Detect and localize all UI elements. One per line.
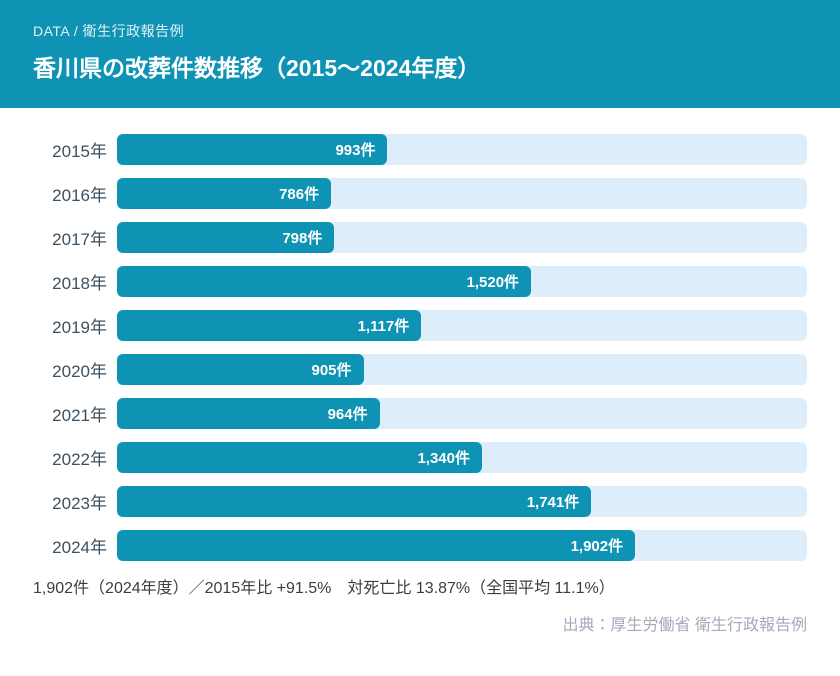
year-label: 2020年 <box>52 362 107 381</box>
bar-value-label: 1,340件 <box>417 450 470 467</box>
bar-track: 1,902件 <box>117 530 807 561</box>
chart-row: 2015年 993件 <box>33 134 807 165</box>
bar: 1,520件 <box>117 266 532 297</box>
bar: 1,902件 <box>117 530 636 561</box>
bar-value-label: 964件 <box>327 406 368 423</box>
bar-track: 786件 <box>117 178 807 209</box>
chart-row: 2022年 1,340件 <box>33 442 807 473</box>
bar: 1,340件 <box>117 442 482 473</box>
bar-track: 798件 <box>117 222 807 253</box>
year-label: 2016年 <box>52 186 107 205</box>
breadcrumb: DATA / 衛生行政報告例 <box>33 23 185 39</box>
bar: 993件 <box>117 134 388 165</box>
summary-stats: 1,902件（2024年度）／2015年比 +91.5% 対死亡比 13.87%… <box>33 580 615 597</box>
bar: 964件 <box>117 398 380 429</box>
chart-row: 2023年 1,741件 <box>33 486 807 517</box>
year-label: 2023年 <box>52 494 107 513</box>
year-label: 2018年 <box>52 274 107 293</box>
chart-row: 2020年 905件 <box>33 354 807 385</box>
bar-chart: 2015年 993件 2016年 786件 2017年 798件 2018年 1… <box>0 108 840 561</box>
bar-value-label: 905件 <box>311 362 352 379</box>
year-label: 2021年 <box>52 406 107 425</box>
chart-row: 2021年 964件 <box>33 398 807 429</box>
bar-value-label: 798件 <box>282 230 323 247</box>
bar: 786件 <box>117 178 332 209</box>
chart-row: 2024年 1,902件 <box>33 530 807 561</box>
bar-track: 964件 <box>117 398 807 429</box>
year-label: 2024年 <box>52 538 107 557</box>
bar-value-label: 1,741件 <box>526 494 580 511</box>
bar-track: 1,520件 <box>117 266 807 297</box>
bar-track: 993件 <box>117 134 807 165</box>
source-credit: 出典：厚生労働省 衛生行政報告例 <box>562 617 807 634</box>
bar: 798件 <box>117 222 335 253</box>
bar: 905件 <box>117 354 364 385</box>
header: DATA / 衛生行政報告例 香川県の改葬件数推移（2015～2024年度） <box>0 0 840 108</box>
chart-row: 2018年 1,520件 <box>33 266 807 297</box>
bar-value-label: 993件 <box>335 142 376 159</box>
bar: 1,741件 <box>117 486 592 517</box>
bar: 1,117件 <box>117 310 422 341</box>
bar-track: 1,340件 <box>117 442 807 473</box>
year-label: 2019年 <box>52 318 107 337</box>
chart-row: 2017年 798件 <box>33 222 807 253</box>
year-label: 2017年 <box>52 230 107 249</box>
chart-row: 2019年 1,117件 <box>33 310 807 341</box>
bar-value-label: 1,902件 <box>570 538 624 555</box>
year-label: 2022年 <box>52 450 107 469</box>
bar-track: 1,117件 <box>117 310 807 341</box>
chart-row: 2016年 786件 <box>33 178 807 209</box>
bar-track: 1,741件 <box>117 486 807 517</box>
year-label: 2015年 <box>52 142 107 161</box>
page-title: 香川県の改葬件数推移（2015～2024年度） <box>33 55 481 81</box>
bar-value-label: 786件 <box>279 186 320 203</box>
bar-value-label: 1,117件 <box>357 318 410 335</box>
bar-value-label: 1,520件 <box>466 274 520 291</box>
bar-track: 905件 <box>117 354 807 385</box>
